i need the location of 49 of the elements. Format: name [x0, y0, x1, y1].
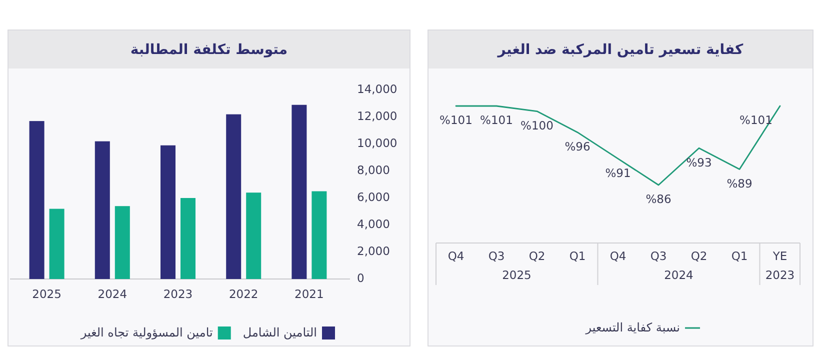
legend-label: تامين المسؤولية تجاه الغير [80, 325, 213, 340]
x-tick-label: 2023 [163, 287, 193, 302]
x-tick-label: Q1 [569, 249, 586, 264]
bar [226, 114, 242, 279]
y-tick-label: 8,000 [357, 163, 390, 178]
data-label: %101 [480, 113, 513, 128]
data-label: %93 [686, 155, 712, 170]
data-label: %101 [740, 113, 772, 128]
x-tick-label: Q2 [528, 249, 546, 264]
x-tick-label: Q1 [731, 249, 748, 264]
bar [114, 206, 130, 279]
text: 2023 [765, 268, 795, 282]
x-tick-label: Q4 [610, 249, 626, 264]
data-label: %91 [605, 166, 631, 180]
text: 2024 [664, 268, 694, 282]
x-tick-label: 2025 [32, 287, 62, 302]
bar [49, 208, 64, 279]
bar [246, 192, 262, 279]
bar [160, 145, 176, 279]
bar [94, 141, 110, 279]
data-label: %100 [520, 118, 554, 132]
bar [29, 121, 44, 279]
data-label: %96 [564, 139, 590, 154]
legend-label: نسبة كفاية التسعير [584, 320, 680, 334]
y-tick-label: 12,000 [357, 109, 398, 124]
y-tick-label: 10,000 [357, 136, 398, 150]
y-tick-label: 14,000 [357, 82, 398, 96]
data-label: %86 [646, 192, 672, 206]
x-tick-label: 2022 [228, 287, 258, 302]
x-tick-label: Q3 [488, 249, 505, 264]
bar [180, 198, 196, 279]
y-tick-label: 6,000 [357, 190, 390, 204]
y-tick-label: 4,000 [357, 217, 390, 232]
data-label: %89 [726, 176, 752, 190]
x-tick-label: YE [772, 249, 788, 264]
x-tick-label: 2024 [98, 287, 128, 302]
y-tick-label: 2,000 [357, 244, 390, 258]
chart-title: متوسط تكلفة المطالبة [130, 42, 288, 58]
x-tick-label: Q2 [690, 249, 708, 264]
chart-title: كفاية تسعير تامين المركبة ضد الغير [496, 42, 744, 58]
x-tick-label: Q3 [650, 249, 667, 264]
text: 2025 [502, 268, 532, 282]
x-tick-label: Q4 [448, 249, 464, 264]
x-tick-label: 2021 [294, 287, 324, 302]
legend-label: التامين الشامل [242, 325, 317, 340]
bar [292, 104, 307, 279]
bar [312, 191, 327, 279]
data-label: %101 [440, 113, 472, 128]
y-tick-label: 0 [357, 271, 364, 286]
